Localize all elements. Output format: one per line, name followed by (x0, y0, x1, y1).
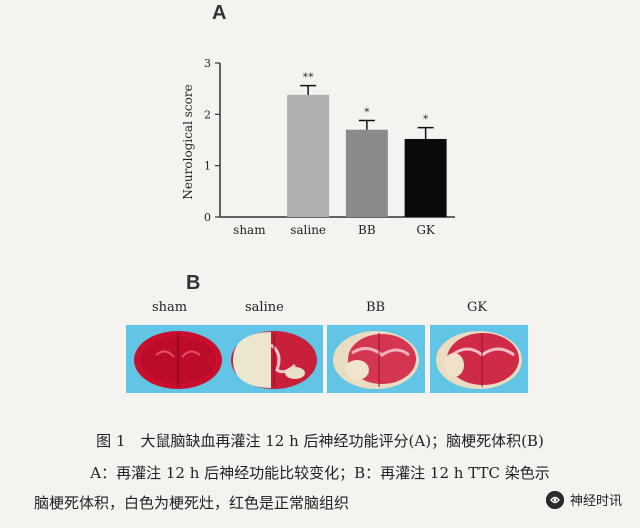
y-tick-label-0: 0 (204, 211, 211, 224)
brain-images-strip: sham saline BB GK (0, 300, 640, 410)
y-tick-label-2: 2 (204, 108, 211, 121)
y-axis-label: Neurological score (181, 84, 195, 199)
x-tick-label-sham: sham (233, 223, 266, 237)
watermark-text: 神经时讯 (569, 494, 622, 509)
figure-caption-title: 图 1 大鼠脑缺血再灌注 12 h 后神经功能评分(A)；脑梗死体积(B) (96, 432, 544, 450)
bar-chart: 0 1 2 3 sham ** saline * BB * GK Neurological sco… (181, 57, 455, 237)
brain-image-sham (126, 325, 230, 393)
bar-saline (287, 94, 330, 217)
panel-b-label: B (186, 272, 201, 294)
brain-label-gk: GK (467, 300, 488, 315)
brain-label-sham: sham (152, 300, 188, 315)
watermark: 神经时讯 (545, 490, 622, 509)
significance-saline: ** (303, 71, 315, 84)
wechat-logo-icon (545, 490, 564, 509)
brain-image-bb (327, 325, 425, 393)
bar-BB (345, 129, 388, 217)
y-tick-label-3: 3 (204, 57, 211, 70)
figure-caption-line-b: 脑梗死体积，白色为梗死灶，红色是正常脑组织 (34, 494, 350, 512)
brain-image-gk (430, 325, 528, 393)
x-tick-label-BB: BB (358, 223, 376, 237)
significance-GK: * (423, 113, 429, 126)
brain-label-saline: saline (245, 300, 284, 315)
figure-caption-line-a: A：再灌注 12 h 后神经功能比较变化；B：再灌注 12 h TTC 染色示 (90, 464, 550, 482)
panel-a-label: A (212, 2, 227, 24)
bar-GK (404, 138, 447, 217)
brain-image-saline (225, 325, 323, 393)
chart-bars: sham ** saline * BB * GK (233, 71, 447, 237)
y-tick-label-1: 1 (204, 160, 211, 173)
brain-label-bb: BB (366, 300, 386, 315)
x-tick-label-GK: GK (416, 223, 436, 237)
x-tick-label-saline: saline (290, 223, 326, 237)
significance-BB: * (364, 105, 370, 118)
